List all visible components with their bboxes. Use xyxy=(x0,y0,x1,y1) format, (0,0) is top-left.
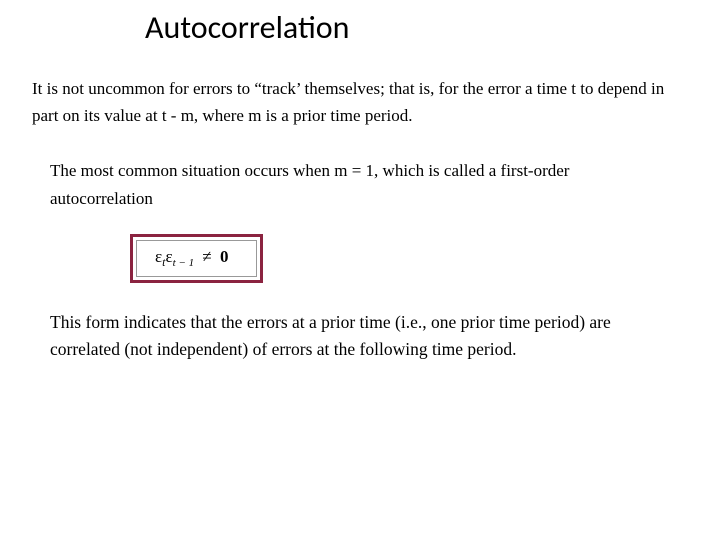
slide-container: Autocorrelation It is not uncommon for e… xyxy=(0,0,720,540)
formula-outer-border: εtεt − 1 ≠ 0 xyxy=(130,234,263,283)
formula-expression: εtεt − 1 ≠ 0 xyxy=(136,240,257,277)
epsilon-2: ε xyxy=(165,247,172,266)
slide-title: Autocorrelation xyxy=(145,8,700,47)
zero-value: 0 xyxy=(220,247,229,266)
paragraph-explanation: This form indicates that the errors at a… xyxy=(50,309,640,363)
subscript-t1: t xyxy=(162,255,165,269)
not-equal-sign: ≠ xyxy=(202,247,211,266)
paragraph-intro: It is not uncommon for errors to “track’… xyxy=(32,75,680,129)
subscript-t-minus-1: t − 1 xyxy=(173,257,194,269)
formula-container: εtεt − 1 ≠ 0 xyxy=(130,234,700,283)
paragraph-common-case: The most common situation occurs when m … xyxy=(50,157,660,211)
